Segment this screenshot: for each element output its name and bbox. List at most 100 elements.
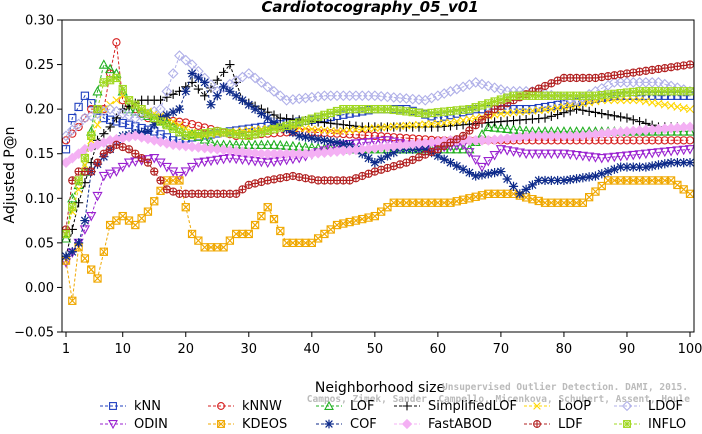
data-point — [484, 110, 493, 119]
data-point — [313, 112, 323, 121]
data-point — [193, 84, 203, 94]
data-point — [369, 137, 380, 147]
data-point — [205, 143, 217, 154]
data-point — [476, 78, 488, 90]
legend-entry-knnw: kNNW — [208, 399, 282, 414]
data-point — [421, 120, 430, 129]
data-point — [634, 162, 645, 172]
data-point — [244, 180, 253, 190]
x-tick-label: 1 — [62, 342, 70, 357]
data-point — [137, 104, 146, 114]
data-point — [440, 118, 449, 127]
data-point — [193, 158, 204, 168]
data-point — [540, 175, 550, 186]
data-point — [584, 106, 594, 116]
data-point — [578, 105, 588, 115]
data-point — [503, 93, 512, 102]
data-point — [237, 71, 248, 83]
data-point — [622, 88, 632, 97]
data-point — [86, 211, 97, 222]
credit-line-authors: Campos, Zimek, Sander, Campello, Micenko… — [307, 394, 690, 405]
data-point — [167, 139, 179, 151]
data-point — [383, 122, 392, 131]
data-point — [489, 122, 500, 132]
data-point — [414, 144, 424, 154]
data-point — [654, 99, 663, 108]
data-point — [326, 126, 335, 135]
data-point — [408, 121, 417, 130]
data-point — [522, 107, 531, 116]
data-point — [98, 59, 109, 69]
data-point — [193, 73, 203, 83]
data-point — [320, 126, 329, 135]
data-point — [269, 125, 279, 134]
data-point — [503, 109, 512, 118]
data-point — [571, 151, 582, 161]
series-line — [65, 180, 691, 301]
data-point — [383, 104, 392, 114]
data-point — [187, 68, 197, 79]
data-point — [218, 144, 229, 156]
data-point — [489, 82, 500, 94]
data-point — [641, 162, 651, 172]
data-point — [80, 254, 90, 263]
data-point — [458, 164, 468, 174]
legend-label: COF — [350, 417, 377, 432]
data-point — [87, 99, 96, 108]
data-point — [616, 89, 625, 98]
data-point — [130, 106, 141, 116]
x-tick-label: 60 — [430, 342, 447, 357]
data-point — [168, 89, 178, 99]
data-point — [465, 115, 474, 124]
data-point — [105, 122, 115, 132]
data-point — [62, 130, 72, 142]
data-point — [276, 226, 285, 236]
plot-frame — [61, 19, 695, 333]
data-point — [225, 86, 235, 96]
data-point — [232, 189, 241, 198]
data-point — [629, 87, 638, 97]
legend-entry-ldf: LDF — [524, 417, 583, 432]
data-point — [243, 147, 255, 158]
data-point — [597, 169, 607, 179]
data-point — [666, 136, 676, 145]
data-point — [237, 146, 248, 158]
data-point — [445, 143, 456, 154]
data-point — [609, 111, 619, 121]
data-point — [250, 220, 260, 230]
data-point — [584, 172, 594, 182]
data-point — [388, 137, 399, 148]
data-point — [578, 198, 587, 207]
data-point — [496, 109, 505, 118]
data-point — [168, 107, 178, 117]
data-point — [93, 158, 102, 167]
data-point — [150, 197, 159, 206]
data-point — [647, 148, 658, 159]
data-point — [295, 118, 304, 127]
data-point — [433, 145, 443, 154]
data-point — [206, 100, 216, 110]
data-point — [232, 129, 241, 139]
x-tick-label: 20 — [177, 342, 194, 357]
data-point — [565, 150, 576, 160]
data-point — [477, 170, 487, 180]
legend-marker — [623, 420, 631, 428]
data-point — [515, 107, 524, 116]
data-point — [370, 158, 380, 168]
series-fastabod — [62, 121, 694, 169]
data-point — [496, 95, 506, 104]
y-tick-label: −0.05 — [14, 326, 54, 341]
legend-label: kNN — [134, 399, 161, 414]
x-tick-label: 40 — [304, 342, 321, 357]
data-point — [609, 164, 619, 174]
data-point — [68, 113, 77, 123]
data-point — [130, 157, 141, 167]
data-point — [389, 148, 399, 158]
data-point — [326, 225, 335, 234]
data-point — [80, 215, 90, 226]
data-point — [616, 112, 626, 122]
data-point — [591, 91, 600, 100]
data-point — [345, 140, 355, 150]
data-point — [495, 122, 507, 133]
credit-line-paper: Unsupervised Outlier Detection. DAMI, 20… — [442, 382, 688, 393]
